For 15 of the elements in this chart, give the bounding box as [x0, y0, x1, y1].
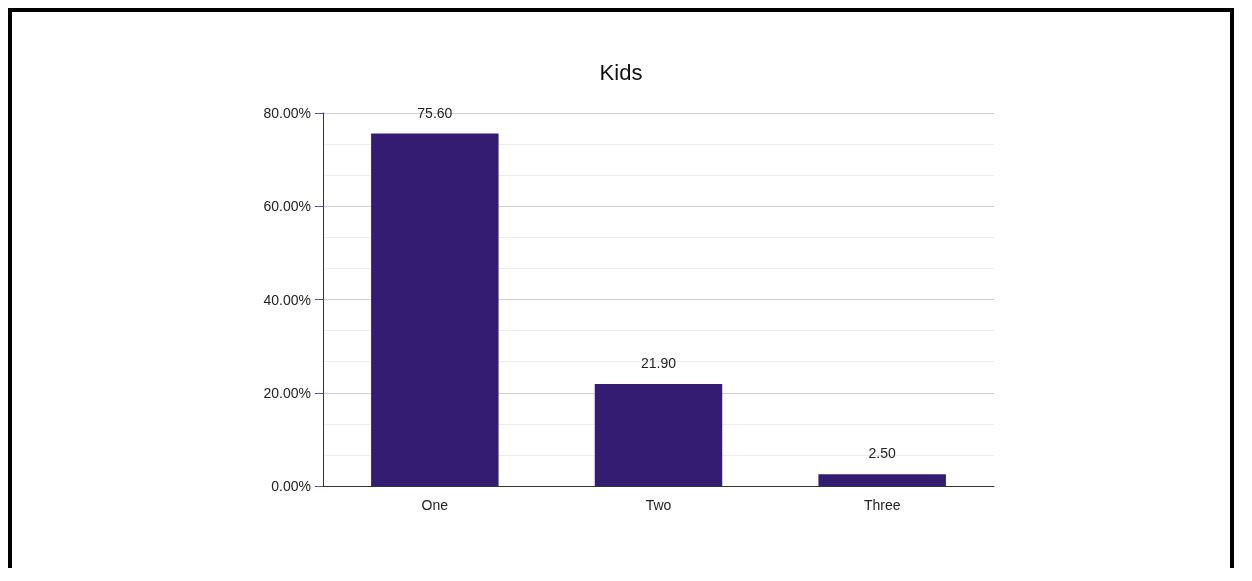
bar: [594, 383, 723, 486]
x-tick-label: Two: [645, 497, 672, 513]
x-tick-label: Three: [863, 497, 901, 513]
bar: [371, 133, 499, 486]
y-tick-label: 20.00%: [263, 384, 311, 401]
y-tick-label: 0.00%: [271, 478, 311, 494]
data-label: 2.50: [868, 445, 896, 462]
y-tick-label: 80.00%: [263, 105, 311, 121]
chart-title: Kids: [599, 59, 643, 85]
x-tick-label: One: [421, 497, 449, 513]
y-tick-label: 60.00%: [263, 198, 311, 215]
data-label: 75.60: [417, 104, 453, 121]
y-tick-label: 40.00%: [263, 291, 311, 308]
data-label: 21.90: [640, 354, 677, 371]
bar: [818, 474, 946, 486]
